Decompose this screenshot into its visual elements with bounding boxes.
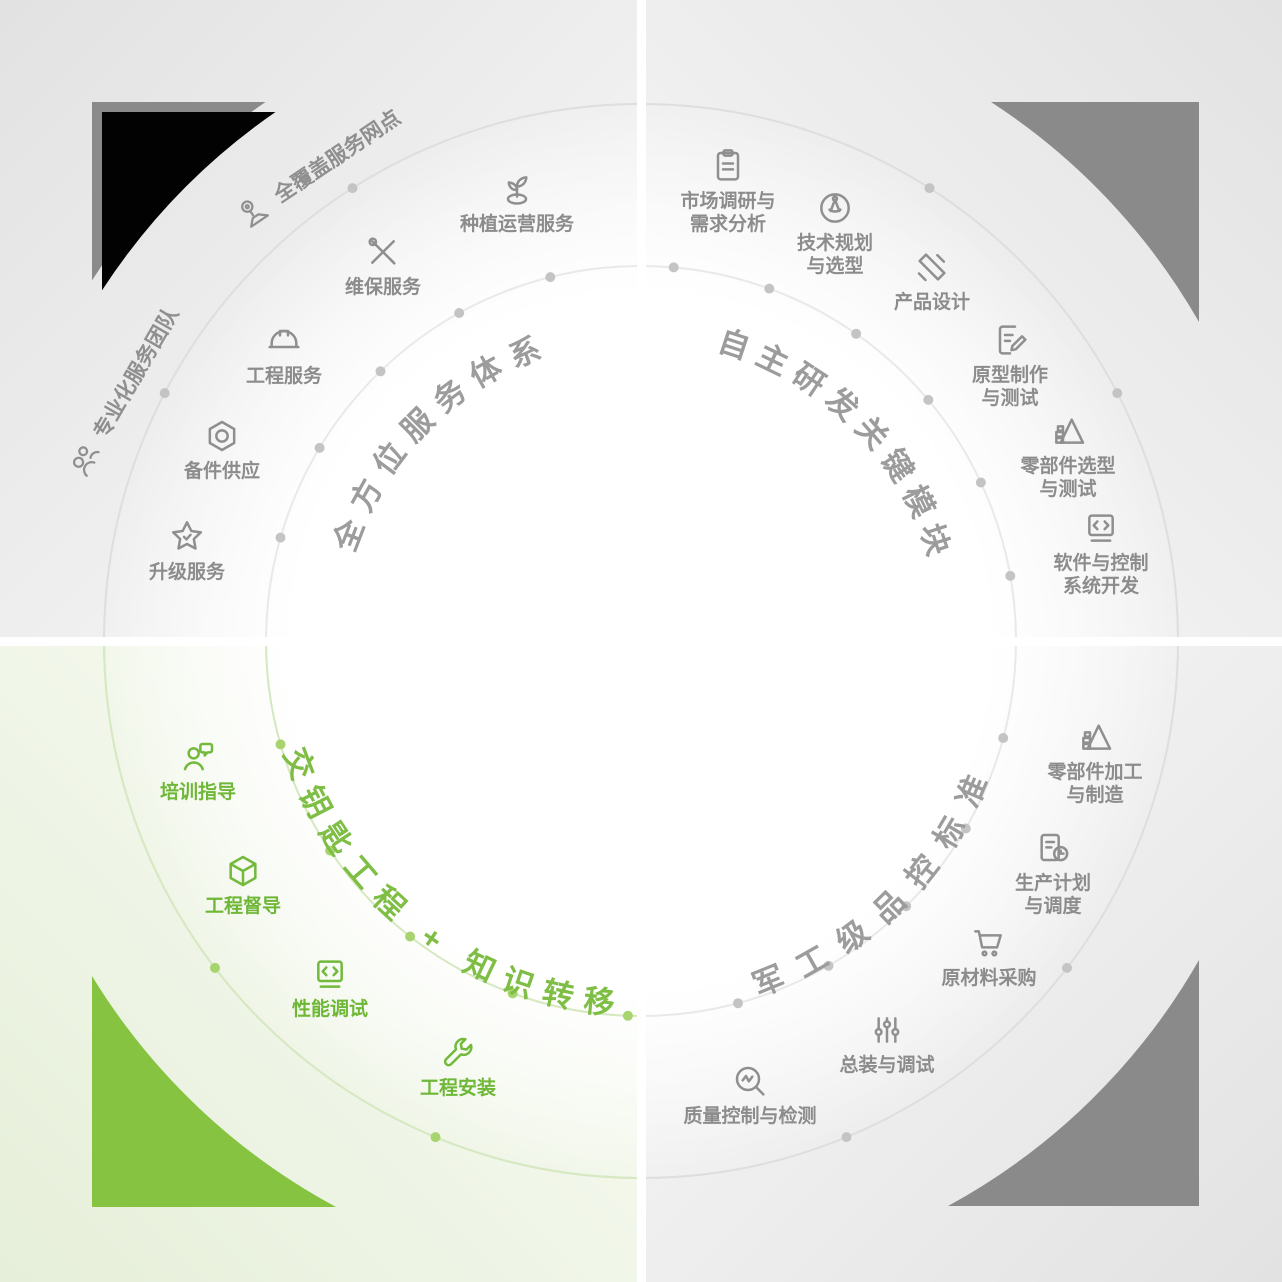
pyramid-icon xyxy=(1048,411,1088,451)
divider-horizontal xyxy=(0,637,1282,646)
item-software-control-dev: 软件与控制 系统开发 xyxy=(1001,508,1201,599)
item-maintenance-service: 维保服务 xyxy=(283,232,483,300)
sliders-icon xyxy=(867,1010,907,1050)
item-label-line2: 系统开发 xyxy=(1062,575,1139,597)
item-engineering-service: 工程服务 xyxy=(184,321,384,389)
item-prototype-testing: 原型制作 与测试 xyxy=(910,320,1110,411)
code-window-icon xyxy=(310,954,350,994)
item-performance-tuning: 性能调试 xyxy=(230,954,430,1022)
item-label-line2: 与测试 xyxy=(981,387,1039,409)
cart-icon xyxy=(969,923,1009,963)
clipboard-icon xyxy=(708,146,748,186)
corner-decoration-topleft xyxy=(102,112,276,291)
item-production-planning: 生产计划 与调度 xyxy=(953,828,1153,919)
cube-icon xyxy=(223,851,263,891)
nut-icon xyxy=(202,416,242,456)
item-label: 原材料采购 xyxy=(941,968,1037,989)
item-label: 工程督导 xyxy=(204,896,281,917)
doc-clock-icon xyxy=(1033,828,1073,868)
item-component-manufacturing: 零部件加工 与制造 xyxy=(995,717,1195,808)
item-label: 总装与调试 xyxy=(839,1055,935,1076)
pyramid-icon xyxy=(1075,717,1115,757)
item-label-line2: 需求分析 xyxy=(689,213,766,235)
item-label: 工程服务 xyxy=(245,366,322,387)
item-label-line1: 市场调研与 xyxy=(680,191,776,212)
pen-ruler-icon xyxy=(912,247,952,287)
item-component-selection: 零部件选型 与测试 xyxy=(968,411,1168,502)
item-label: 产品设计 xyxy=(893,292,970,313)
item-label-line2: 与制造 xyxy=(1066,784,1124,806)
ring-dots-green xyxy=(210,739,633,1143)
item-label-line1: 零部件加工 xyxy=(1047,762,1143,783)
sprout-icon xyxy=(497,169,537,209)
item-quality-inspection: 质量控制与检测 xyxy=(650,1061,850,1129)
item-label: 升级服务 xyxy=(148,562,225,583)
code-window-icon xyxy=(1081,508,1121,548)
item-tech-planning: 技术规划 与选型 xyxy=(735,188,935,279)
item-market-research: 市场调研与 需求分析 xyxy=(628,146,828,237)
item-assembly-commissioning: 总装与调试 xyxy=(787,1010,987,1078)
item-engineering-installation: 工程安装 xyxy=(358,1033,558,1101)
item-training-guidance: 培训指导 xyxy=(98,737,298,805)
item-label-line1: 零部件选型 xyxy=(1020,456,1116,477)
magnifier-wave-icon xyxy=(730,1061,770,1101)
item-label-line1: 软件与控制 xyxy=(1053,553,1149,574)
star-check-icon xyxy=(167,517,207,557)
item-label: 备件供应 xyxy=(183,461,260,482)
item-product-design: 产品设计 xyxy=(832,247,1032,315)
outer-ring-green-arc xyxy=(103,640,642,1179)
item-label-line1: 生产计划 xyxy=(1014,873,1091,894)
item-engineering-supervision: 工程督导 xyxy=(143,851,343,919)
inner-ring-green-arc xyxy=(265,640,642,1017)
hardhat-icon xyxy=(264,321,304,361)
item-label-line1: 原型制作 xyxy=(971,365,1048,386)
item-label: 工程安装 xyxy=(419,1078,496,1099)
item-spare-parts-supply: 备件供应 xyxy=(122,416,322,484)
item-label-line2: 与测试 xyxy=(1039,478,1097,500)
item-label-line2: 与调度 xyxy=(1024,895,1082,917)
wrench-icon xyxy=(438,1033,478,1073)
item-raw-material-procurement: 原材料采购 xyxy=(889,923,1089,991)
item-label: 维保服务 xyxy=(344,277,421,298)
item-label: 种植运营服务 xyxy=(459,214,574,235)
compass-icon xyxy=(815,188,855,228)
item-label-line1: 技术规划 xyxy=(796,233,873,254)
item-label: 培训指导 xyxy=(159,782,236,803)
ring-dots-gray xyxy=(159,183,1123,1143)
item-label-line2: 与选型 xyxy=(806,255,864,277)
item-label: 性能调试 xyxy=(291,999,368,1020)
corner-decoration-bottomright xyxy=(948,960,1199,1206)
corner-decoration-bottomleft xyxy=(92,976,336,1207)
item-planting-operation-service: 种植运营服务 xyxy=(417,169,617,237)
person-chat-icon xyxy=(178,737,218,777)
item-label: 质量控制与检测 xyxy=(683,1106,817,1127)
doc-edit-icon xyxy=(990,320,1030,360)
corner-decoration-topright xyxy=(991,102,1199,322)
tools-icon xyxy=(363,232,403,272)
item-upgrade-service: 升级服务 xyxy=(87,517,287,585)
